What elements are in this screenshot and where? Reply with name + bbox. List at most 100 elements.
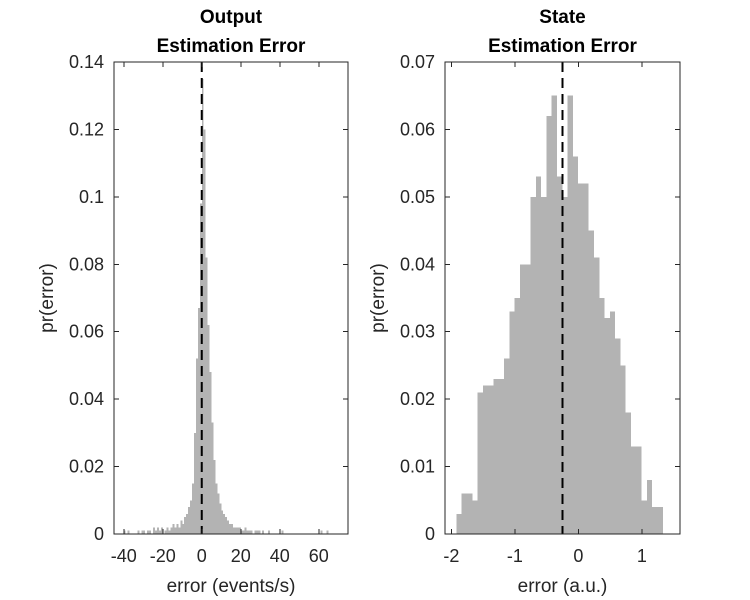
histogram-bar [254, 530, 257, 534]
output-error-histogram: -40 -20 0 20 40 60 0 0.02 0.04 0.06 0.08 0.1 0.12 0.… [37, 7, 349, 597]
histogram-bar [535, 176, 542, 534]
x-axis-label: error (events/s) [167, 576, 296, 597]
histogram-bar [160, 527, 163, 534]
histogram-bar [180, 520, 183, 534]
histogram-bar [242, 530, 245, 534]
x-tick-label: 0 [573, 546, 583, 566]
histogram-bar [604, 318, 610, 534]
histogram-bar [203, 129, 206, 534]
y-tick-label: 0.04 [69, 389, 104, 409]
histogram-bar [234, 527, 237, 534]
y-tick-label: 0.05 [400, 187, 435, 207]
x-tick-label: -20 [150, 546, 176, 566]
histogram-bar [127, 530, 130, 534]
histogram-bar [217, 493, 220, 534]
histogram-bar [229, 523, 231, 534]
histogram-bar [225, 517, 228, 534]
histogram-bar [186, 513, 189, 534]
histogram-bar [178, 527, 181, 534]
x-axis-label: error (a.u.) [518, 576, 608, 597]
histogram-bar [562, 196, 568, 535]
histogram-bar [477, 392, 483, 534]
x-tick-label: -40 [111, 546, 137, 566]
histogram-bar [615, 338, 621, 534]
histogram-bar [172, 523, 175, 534]
histogram-bar [166, 527, 169, 534]
histogram-bars [123, 78, 329, 535]
histogram-bar [170, 527, 173, 534]
histogram-bar [326, 530, 329, 534]
histogram-bar [620, 365, 626, 534]
histogram-bar [164, 530, 167, 534]
x-axis-ticks: -2 -1 0 1 [443, 62, 647, 566]
histogram-bar [192, 483, 194, 534]
y-tick-label: 0.01 [400, 457, 435, 477]
histogram-bar [211, 422, 214, 534]
histogram-bar [143, 530, 146, 534]
y-tick-label: 0.02 [69, 457, 104, 477]
y-tick-label: 0.14 [69, 52, 104, 72]
histogram-bar [572, 156, 579, 534]
histogram-bar [232, 527, 235, 534]
chart-title-line-2: Estimation Error [488, 36, 637, 57]
y-axis-ticks: 0 0.01 0.02 0.03 0.04 0.05 0.06 0.07 [400, 52, 680, 544]
histogram-bar [652, 507, 658, 534]
histogram-bar [195, 358, 198, 534]
histogram-bar [588, 230, 594, 534]
histogram-bar [541, 196, 547, 535]
histogram-bar [158, 530, 161, 534]
histogram-bar [657, 507, 663, 534]
histogram-bar [149, 530, 152, 534]
histogram-bar [456, 513, 462, 534]
histogram-bar [236, 527, 239, 534]
histogram-bar [646, 480, 653, 534]
histogram-bar [231, 523, 233, 534]
histogram-bar [636, 446, 642, 534]
histogram-bar [153, 527, 155, 534]
x-tick-label: 0 [197, 546, 207, 566]
histogram-bar [250, 530, 253, 534]
y-tick-label: 0.1 [79, 187, 104, 207]
histogram-bar [461, 493, 468, 534]
histogram-bar [525, 264, 531, 534]
histogram-bar [641, 500, 647, 534]
histogram-bar [467, 493, 473, 534]
y-tick-label: 0.06 [400, 119, 435, 139]
histogram-bar [609, 311, 616, 534]
y-axis-label: pr(error) [368, 263, 389, 333]
histogram-bar [482, 385, 489, 534]
histogram-bar [556, 176, 563, 534]
y-tick-label: 0.12 [69, 119, 104, 139]
histogram-bar [147, 530, 150, 534]
y-axis-ticks: 0 0.02 0.04 0.06 0.08 0.1 0.12 0.14 [69, 52, 348, 544]
x-tick-label: 20 [231, 546, 251, 566]
histogram-bar [207, 324, 210, 534]
histogram-bar [193, 432, 196, 534]
histogram-bar [238, 527, 241, 534]
histogram-bars [456, 95, 663, 535]
state-error-histogram: -2 -1 0 1 0 0.01 0.02 0.03 0.04 0.05 0.06 0.07 Sta… [368, 7, 681, 597]
histogram-bar [546, 115, 552, 534]
histogram-bar [182, 523, 185, 534]
histogram-bar [578, 183, 584, 534]
histogram-bar [240, 530, 243, 534]
histogram-bar [223, 513, 226, 534]
histogram-bar [504, 358, 510, 534]
histogram-bar [156, 527, 159, 534]
y-tick-label: 0.02 [400, 389, 435, 409]
histogram-bar [281, 530, 284, 534]
histogram-bar [530, 196, 536, 535]
histogram-bar [141, 530, 144, 534]
y-tick-label: 0.03 [400, 322, 435, 342]
histogram-bar [509, 311, 515, 534]
x-tick-label: 40 [270, 546, 290, 566]
histogram-bar [631, 446, 637, 534]
x-tick-label: -2 [443, 546, 459, 566]
y-tick-label: 0.08 [69, 254, 104, 274]
x-tick-label: 1 [637, 546, 647, 566]
chart-title-line-1: State [539, 7, 585, 28]
histogram-bar [519, 264, 526, 534]
y-tick-label: 0 [425, 524, 435, 544]
histogram-bar [205, 257, 208, 534]
axes-box [444, 61, 681, 535]
